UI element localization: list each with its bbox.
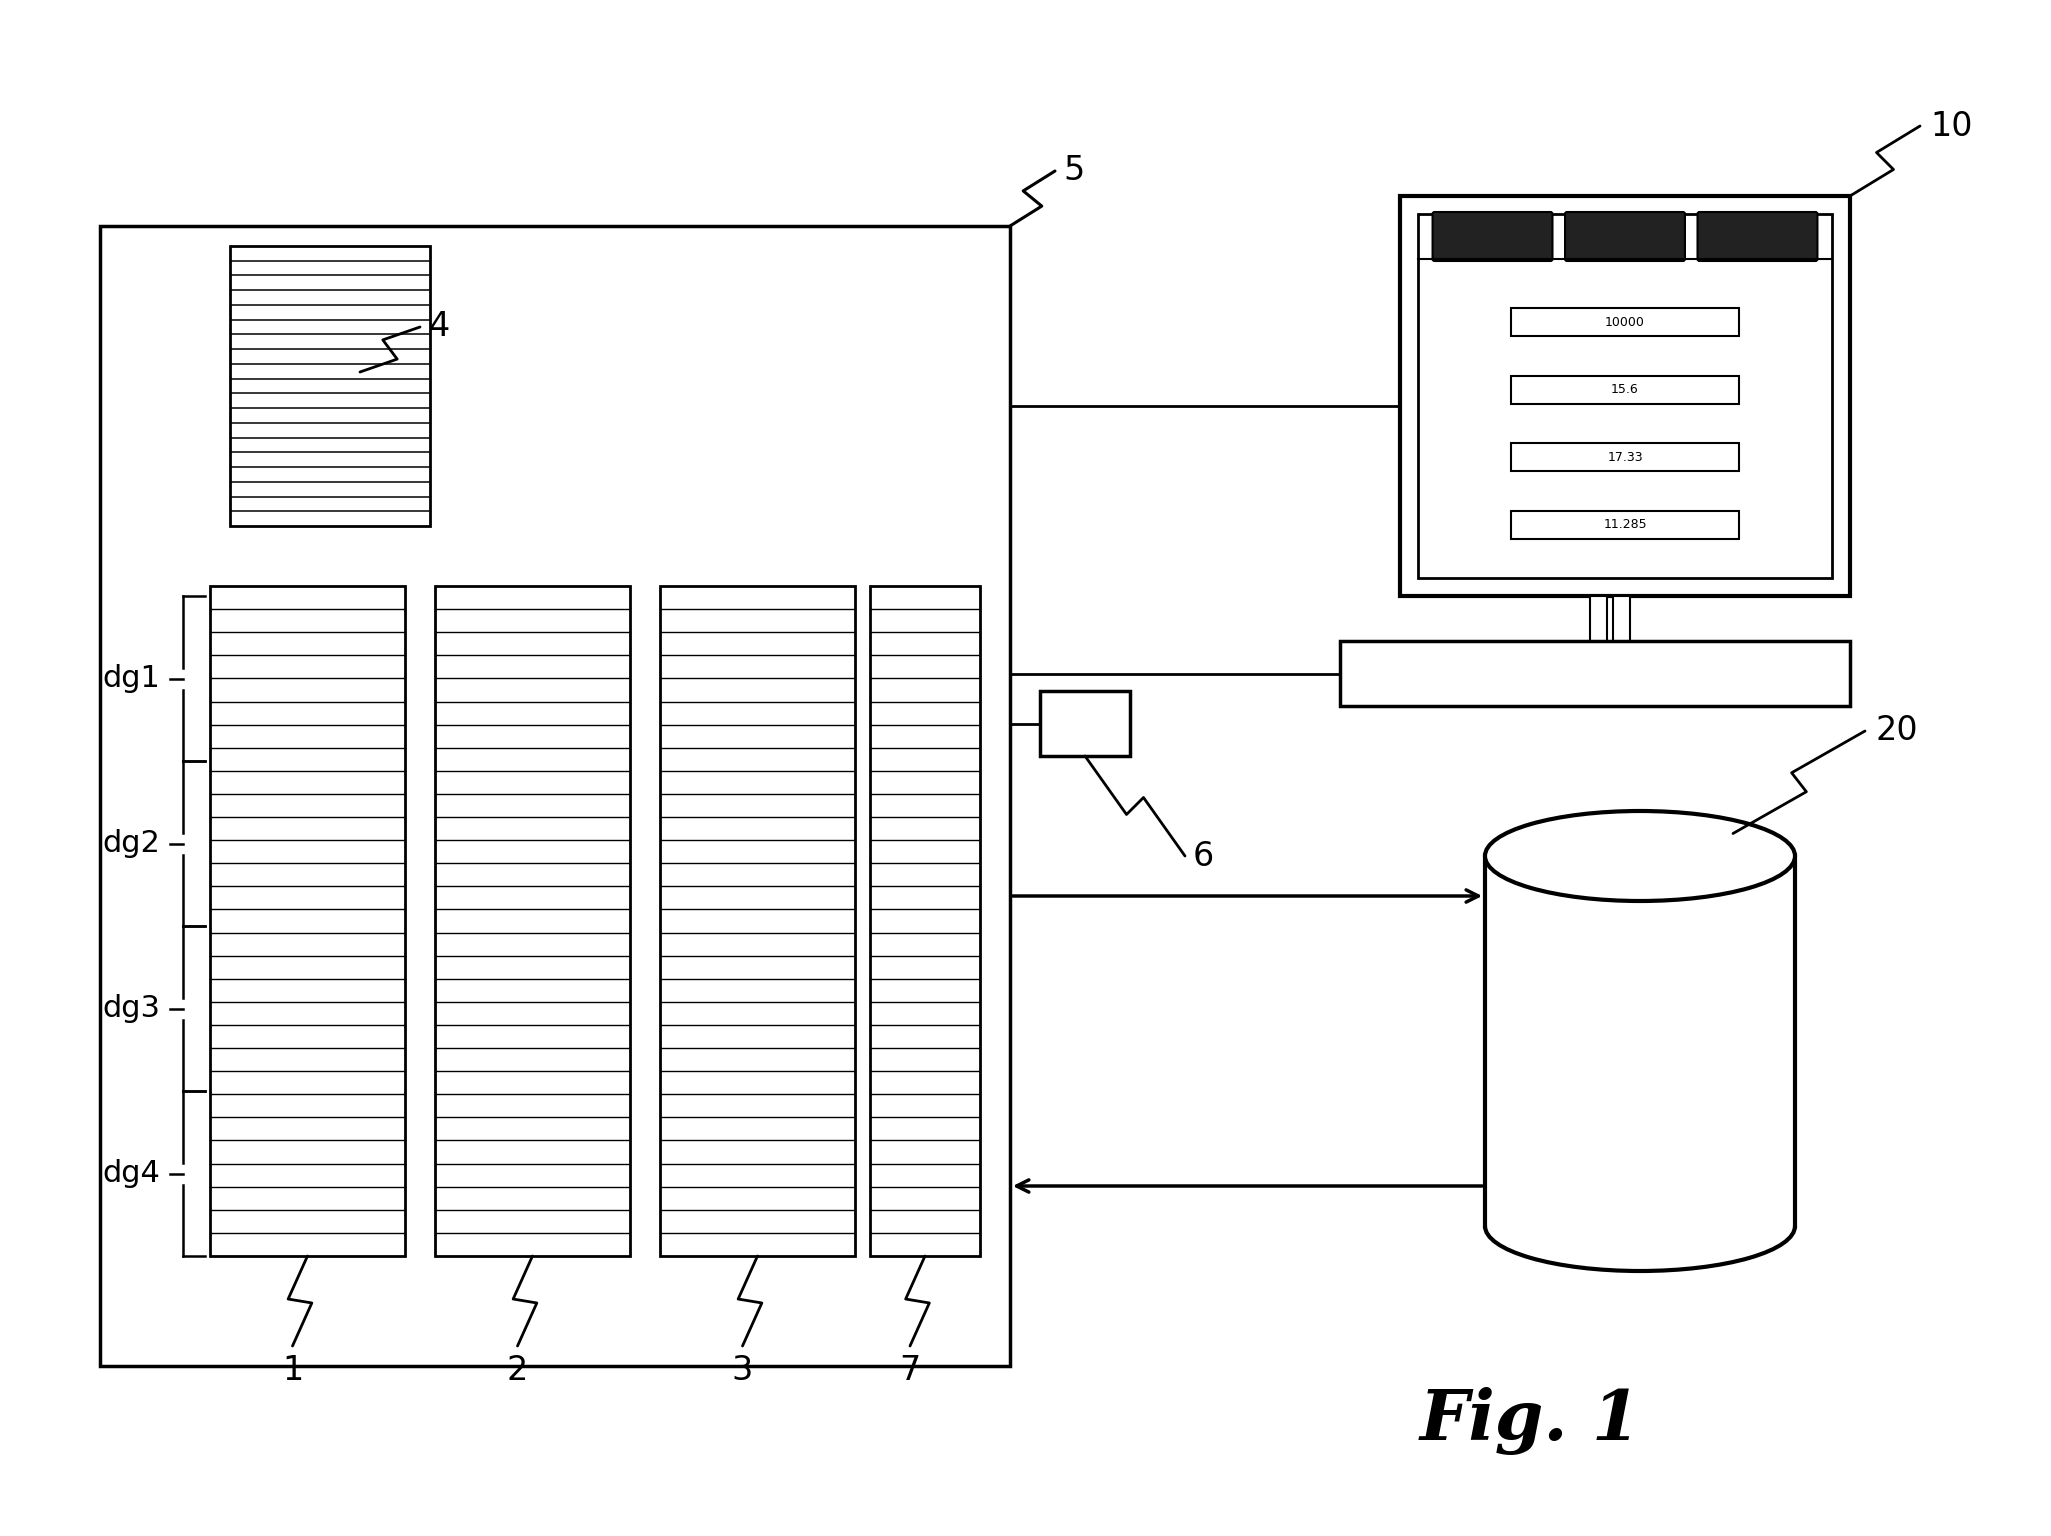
Text: 20: 20: [1875, 714, 1918, 748]
Text: 7: 7: [900, 1355, 921, 1387]
Text: 6: 6: [1194, 840, 1214, 872]
Bar: [1590, 596, 1608, 667]
Text: 3: 3: [732, 1355, 753, 1387]
Text: 15.6: 15.6: [1612, 384, 1639, 396]
Text: 4: 4: [429, 310, 449, 344]
Bar: [870, 587, 980, 1256]
Bar: [1512, 376, 1739, 404]
Bar: [1040, 691, 1130, 756]
Bar: [1512, 309, 1739, 336]
Text: dg3: dg3: [103, 994, 160, 1023]
Bar: [230, 246, 431, 525]
Text: dg2: dg2: [103, 829, 160, 859]
Text: dg1: dg1: [103, 664, 160, 693]
Text: 11.285: 11.285: [1604, 518, 1647, 531]
Text: 10: 10: [1930, 109, 1973, 143]
Text: 17.33: 17.33: [1608, 450, 1643, 464]
Bar: [660, 587, 855, 1256]
Bar: [1401, 197, 1850, 596]
Bar: [1512, 444, 1739, 472]
Text: dg4: dg4: [103, 1160, 160, 1187]
Ellipse shape: [1485, 811, 1795, 902]
Bar: [1501, 667, 1750, 694]
FancyBboxPatch shape: [1698, 212, 1817, 261]
FancyBboxPatch shape: [1565, 212, 1686, 261]
Text: Fig. 1: Fig. 1: [1419, 1387, 1641, 1455]
Bar: [1612, 596, 1631, 667]
Text: 2: 2: [507, 1355, 529, 1387]
Bar: [1417, 214, 1832, 578]
Bar: [1339, 641, 1850, 707]
FancyBboxPatch shape: [1432, 212, 1553, 261]
Bar: [209, 587, 404, 1256]
Text: 1: 1: [281, 1355, 304, 1387]
Bar: [1512, 510, 1739, 539]
Text: 5: 5: [1062, 155, 1085, 187]
Text: 10000: 10000: [1606, 316, 1645, 329]
Bar: [100, 226, 1009, 1366]
Bar: [435, 587, 630, 1256]
